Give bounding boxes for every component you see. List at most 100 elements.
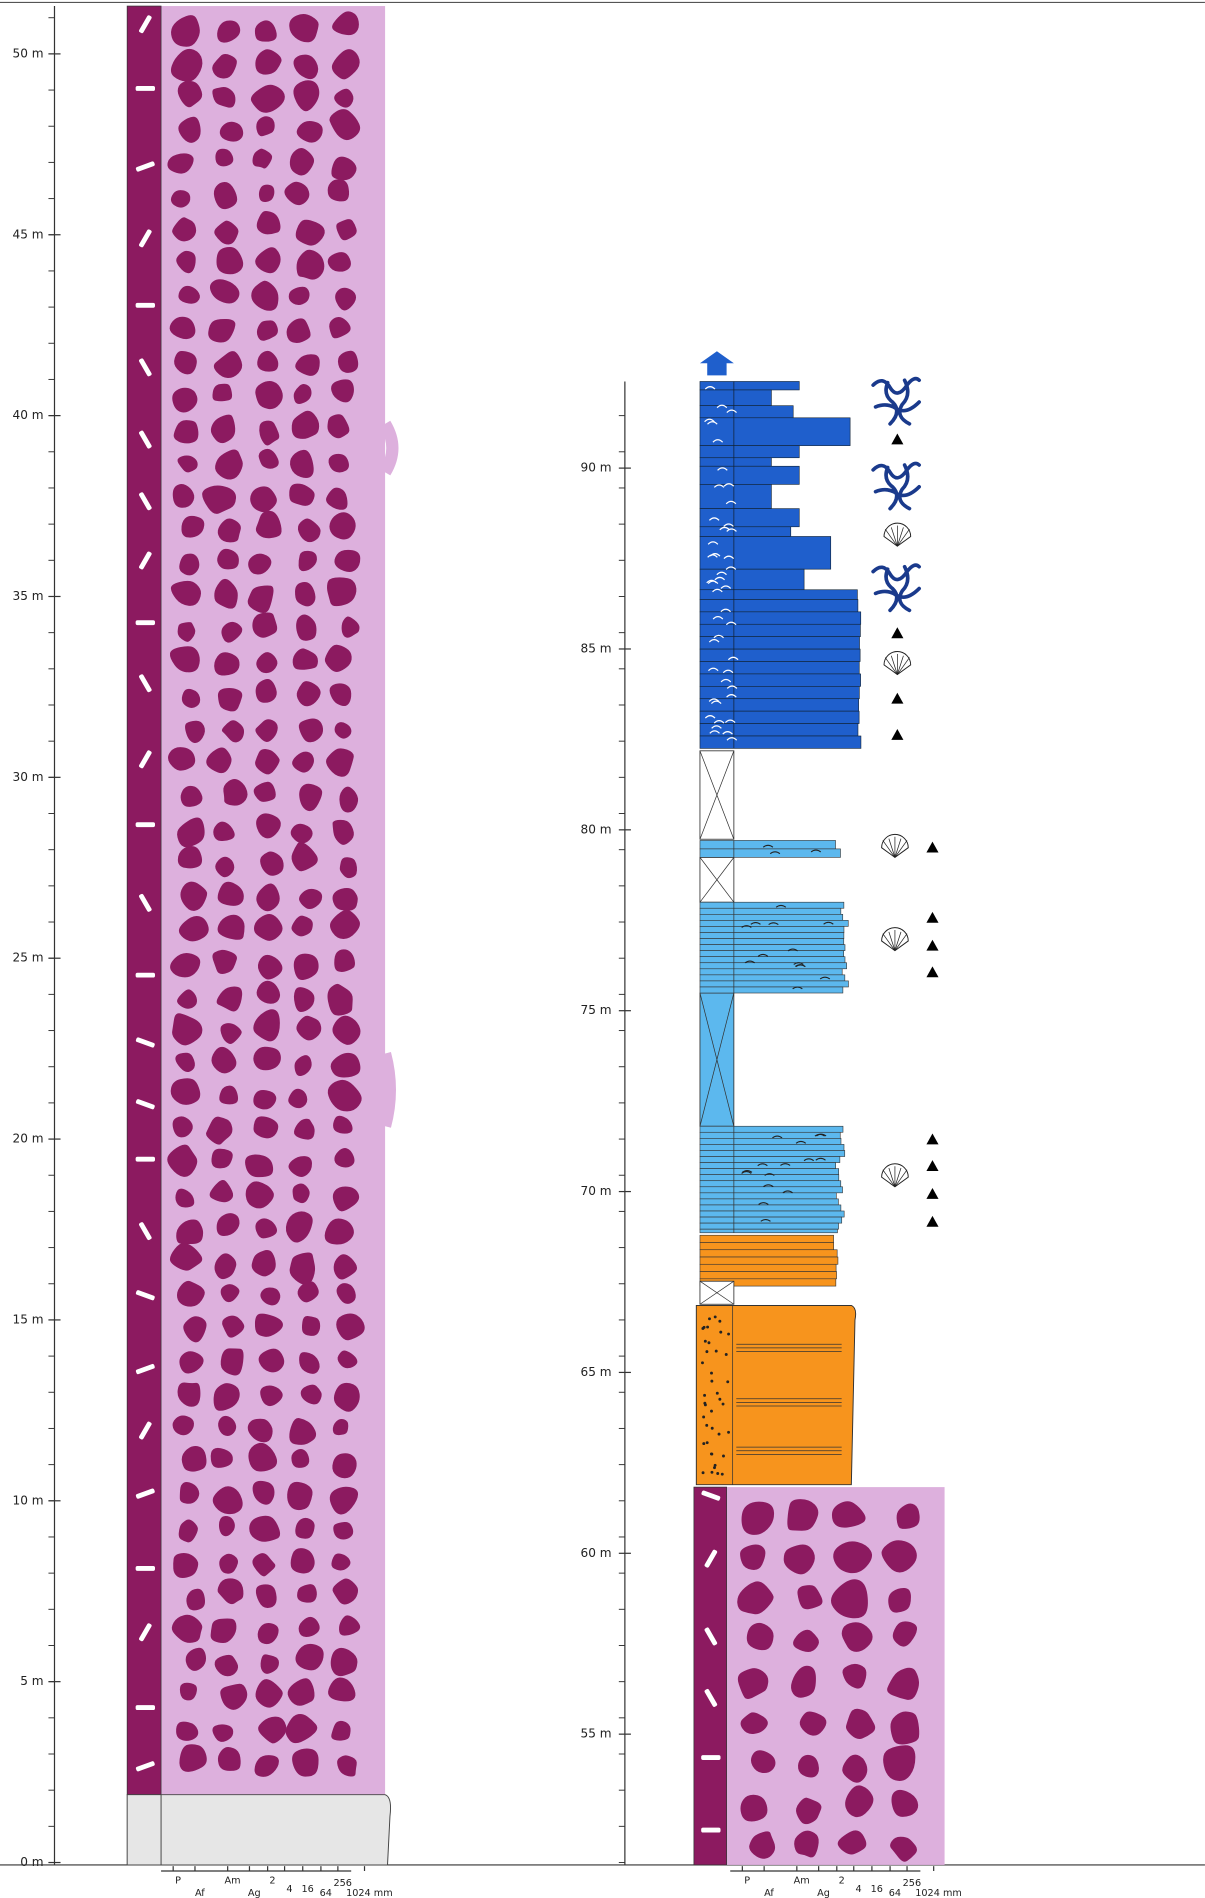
clast [330, 909, 360, 940]
clast [253, 1046, 281, 1071]
bioclast [769, 851, 781, 855]
bioclast [787, 948, 798, 952]
clast [167, 1144, 198, 1177]
clast [796, 1797, 822, 1825]
bed [699, 698, 859, 712]
shell-rib [884, 528, 898, 547]
bed [699, 1162, 836, 1169]
crystal-mark [139, 1222, 152, 1241]
clast [168, 747, 196, 771]
grain [722, 1454, 725, 1458]
grain [710, 1452, 714, 1456]
thin-bed [699, 1271, 837, 1280]
clast [295, 354, 320, 376]
clast [210, 1618, 237, 1644]
cross [699, 750, 735, 840]
crystal-mark [135, 302, 156, 308]
clast [186, 1588, 206, 1611]
grain-size-label: 2 [839, 1876, 845, 1887]
clast [334, 549, 361, 573]
clast [888, 1587, 911, 1613]
clast [799, 1711, 827, 1736]
clast [213, 821, 235, 842]
clast [794, 1830, 819, 1858]
bed [699, 962, 847, 970]
bioclast [810, 849, 822, 853]
clast [260, 1287, 281, 1306]
crystal-mark [139, 15, 152, 34]
clast [185, 1647, 207, 1671]
bed [699, 907, 842, 915]
crystal-mark [704, 1627, 718, 1646]
triangle-symbol [926, 911, 939, 923]
clast [217, 1578, 244, 1605]
bed [699, 956, 846, 964]
depth-label: 5 m [20, 1674, 43, 1688]
grain-size-label: 256 [903, 1878, 921, 1889]
bed [699, 914, 844, 921]
bed [699, 457, 772, 467]
bioclast [768, 922, 779, 926]
clast [299, 783, 323, 812]
clast [220, 1023, 242, 1044]
clast [216, 246, 244, 275]
clast [171, 15, 200, 47]
bioclast [741, 1169, 753, 1173]
clast [750, 1750, 776, 1774]
bioclast [726, 685, 738, 689]
clast [737, 1581, 774, 1615]
clast [176, 1280, 205, 1307]
clast [169, 646, 200, 673]
bed [699, 389, 772, 406]
bioclast [760, 1218, 771, 1222]
clast [287, 1678, 315, 1706]
bioclast [707, 580, 719, 584]
grain-size-label: 4 [856, 1884, 862, 1895]
bed [699, 1150, 846, 1157]
grain [727, 1332, 731, 1336]
clast [292, 1748, 319, 1777]
bioclast [713, 720, 725, 724]
clast [833, 1541, 873, 1574]
depth-label: 35 m [13, 589, 44, 603]
bioclast [719, 526, 730, 531]
clast [255, 719, 278, 743]
bed [699, 926, 845, 933]
clast [217, 1747, 241, 1771]
clast [793, 1629, 819, 1652]
bed [699, 405, 794, 419]
thin-bed [699, 1242, 835, 1251]
crystal-mark [139, 492, 152, 511]
clast [329, 1486, 359, 1515]
shell-rib [888, 1167, 896, 1187]
bed [699, 950, 845, 957]
bed [699, 623, 861, 637]
bed [699, 526, 792, 537]
clast [214, 652, 240, 676]
bed [699, 1125, 844, 1133]
clast [209, 279, 240, 304]
clast [295, 1517, 315, 1539]
clast [259, 420, 280, 446]
clast [830, 1579, 868, 1619]
bed [699, 636, 860, 650]
bioclast [704, 386, 716, 390]
clast [177, 817, 205, 848]
clast [178, 285, 200, 304]
bioclast [795, 1140, 807, 1144]
bioclast [727, 656, 739, 661]
clast [327, 1079, 362, 1112]
grain [710, 1371, 713, 1375]
clast [252, 612, 278, 638]
clast [257, 954, 283, 980]
clast [217, 688, 243, 712]
clast [258, 1716, 287, 1744]
clast [251, 280, 279, 311]
clast [223, 778, 248, 806]
clast [333, 1254, 358, 1280]
clast [258, 448, 279, 469]
crystal-mark [135, 1566, 156, 1571]
clast [286, 318, 311, 343]
bioclast [757, 1163, 768, 1167]
clast [845, 1708, 876, 1740]
